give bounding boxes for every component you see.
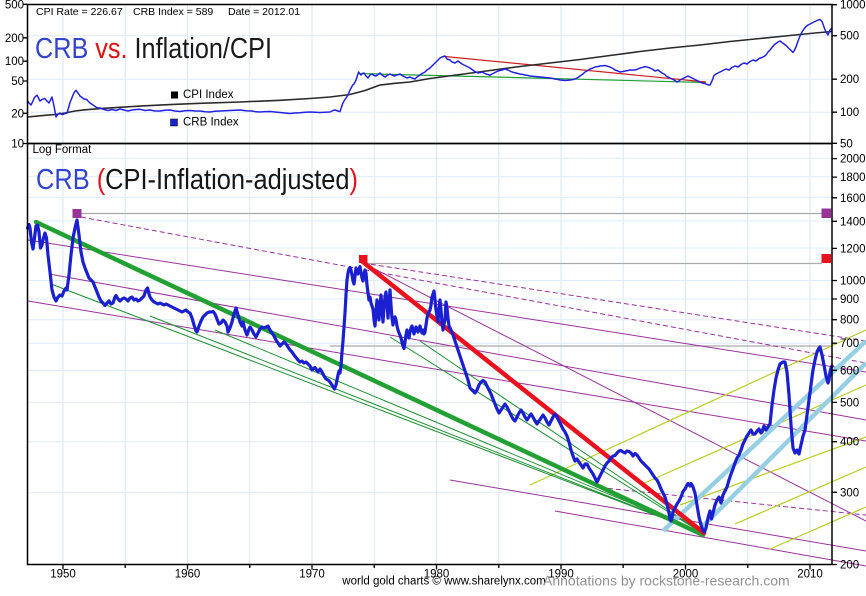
svg-text:1600: 1600 <box>840 193 866 205</box>
svg-text:500: 500 <box>840 31 859 43</box>
svg-text:1400: 1400 <box>840 216 866 228</box>
svg-text:200: 200 <box>840 74 859 86</box>
svg-text:Date = 2012.01: Date = 2012.01 <box>228 6 300 18</box>
svg-text:100: 100 <box>840 107 859 119</box>
svg-text:world gold charts © www.sharel: world gold charts © www.sharelynx.com <box>341 576 545 588</box>
svg-text:10: 10 <box>11 139 24 151</box>
svg-text:1200: 1200 <box>840 243 866 255</box>
svg-text:500: 500 <box>840 397 859 409</box>
svg-text:400: 400 <box>840 437 859 449</box>
svg-text:100: 100 <box>5 56 24 68</box>
svg-text:300: 300 <box>840 487 859 499</box>
svg-text:1950: 1950 <box>50 569 76 581</box>
svg-text:CRB (CPI-Inflation-adjusted): CRB (CPI-Inflation-adjusted) <box>36 164 358 196</box>
svg-text:CRB vs. Inflation/CPI: CRB vs. Inflation/CPI <box>35 33 272 65</box>
svg-text:20: 20 <box>11 108 24 120</box>
svg-text:Annotations by rockstone-resea: Annotations by rockstone-research.com <box>543 573 790 589</box>
svg-text:900: 900 <box>840 294 859 306</box>
svg-text:700: 700 <box>840 338 859 350</box>
svg-text:200: 200 <box>5 33 24 45</box>
svg-text:2000: 2000 <box>673 569 699 581</box>
svg-text:600: 600 <box>840 365 859 377</box>
svg-text:1960: 1960 <box>175 569 201 581</box>
svg-text:1800: 1800 <box>840 172 866 184</box>
svg-text:2000: 2000 <box>840 154 866 166</box>
svg-text:1980: 1980 <box>424 569 450 581</box>
svg-text:1000: 1000 <box>840 276 866 288</box>
svg-text:CPI Index: CPI Index <box>183 89 234 101</box>
svg-text:1990: 1990 <box>548 569 574 581</box>
svg-text:50: 50 <box>840 138 853 150</box>
svg-text:2010: 2010 <box>797 569 823 581</box>
svg-text:CRB Index = 589: CRB Index = 589 <box>133 6 213 18</box>
svg-text:1970: 1970 <box>299 569 325 581</box>
svg-text:200: 200 <box>840 560 859 572</box>
svg-text:500: 500 <box>5 0 24 11</box>
svg-text:CRB Index: CRB Index <box>183 117 239 129</box>
svg-text:Log Format: Log Format <box>33 144 93 156</box>
svg-text:50: 50 <box>11 76 24 88</box>
svg-text:800: 800 <box>840 315 859 327</box>
svg-text:CPI Rate = 226.67: CPI Rate = 226.67 <box>36 6 123 18</box>
svg-text:1000: 1000 <box>840 0 866 12</box>
